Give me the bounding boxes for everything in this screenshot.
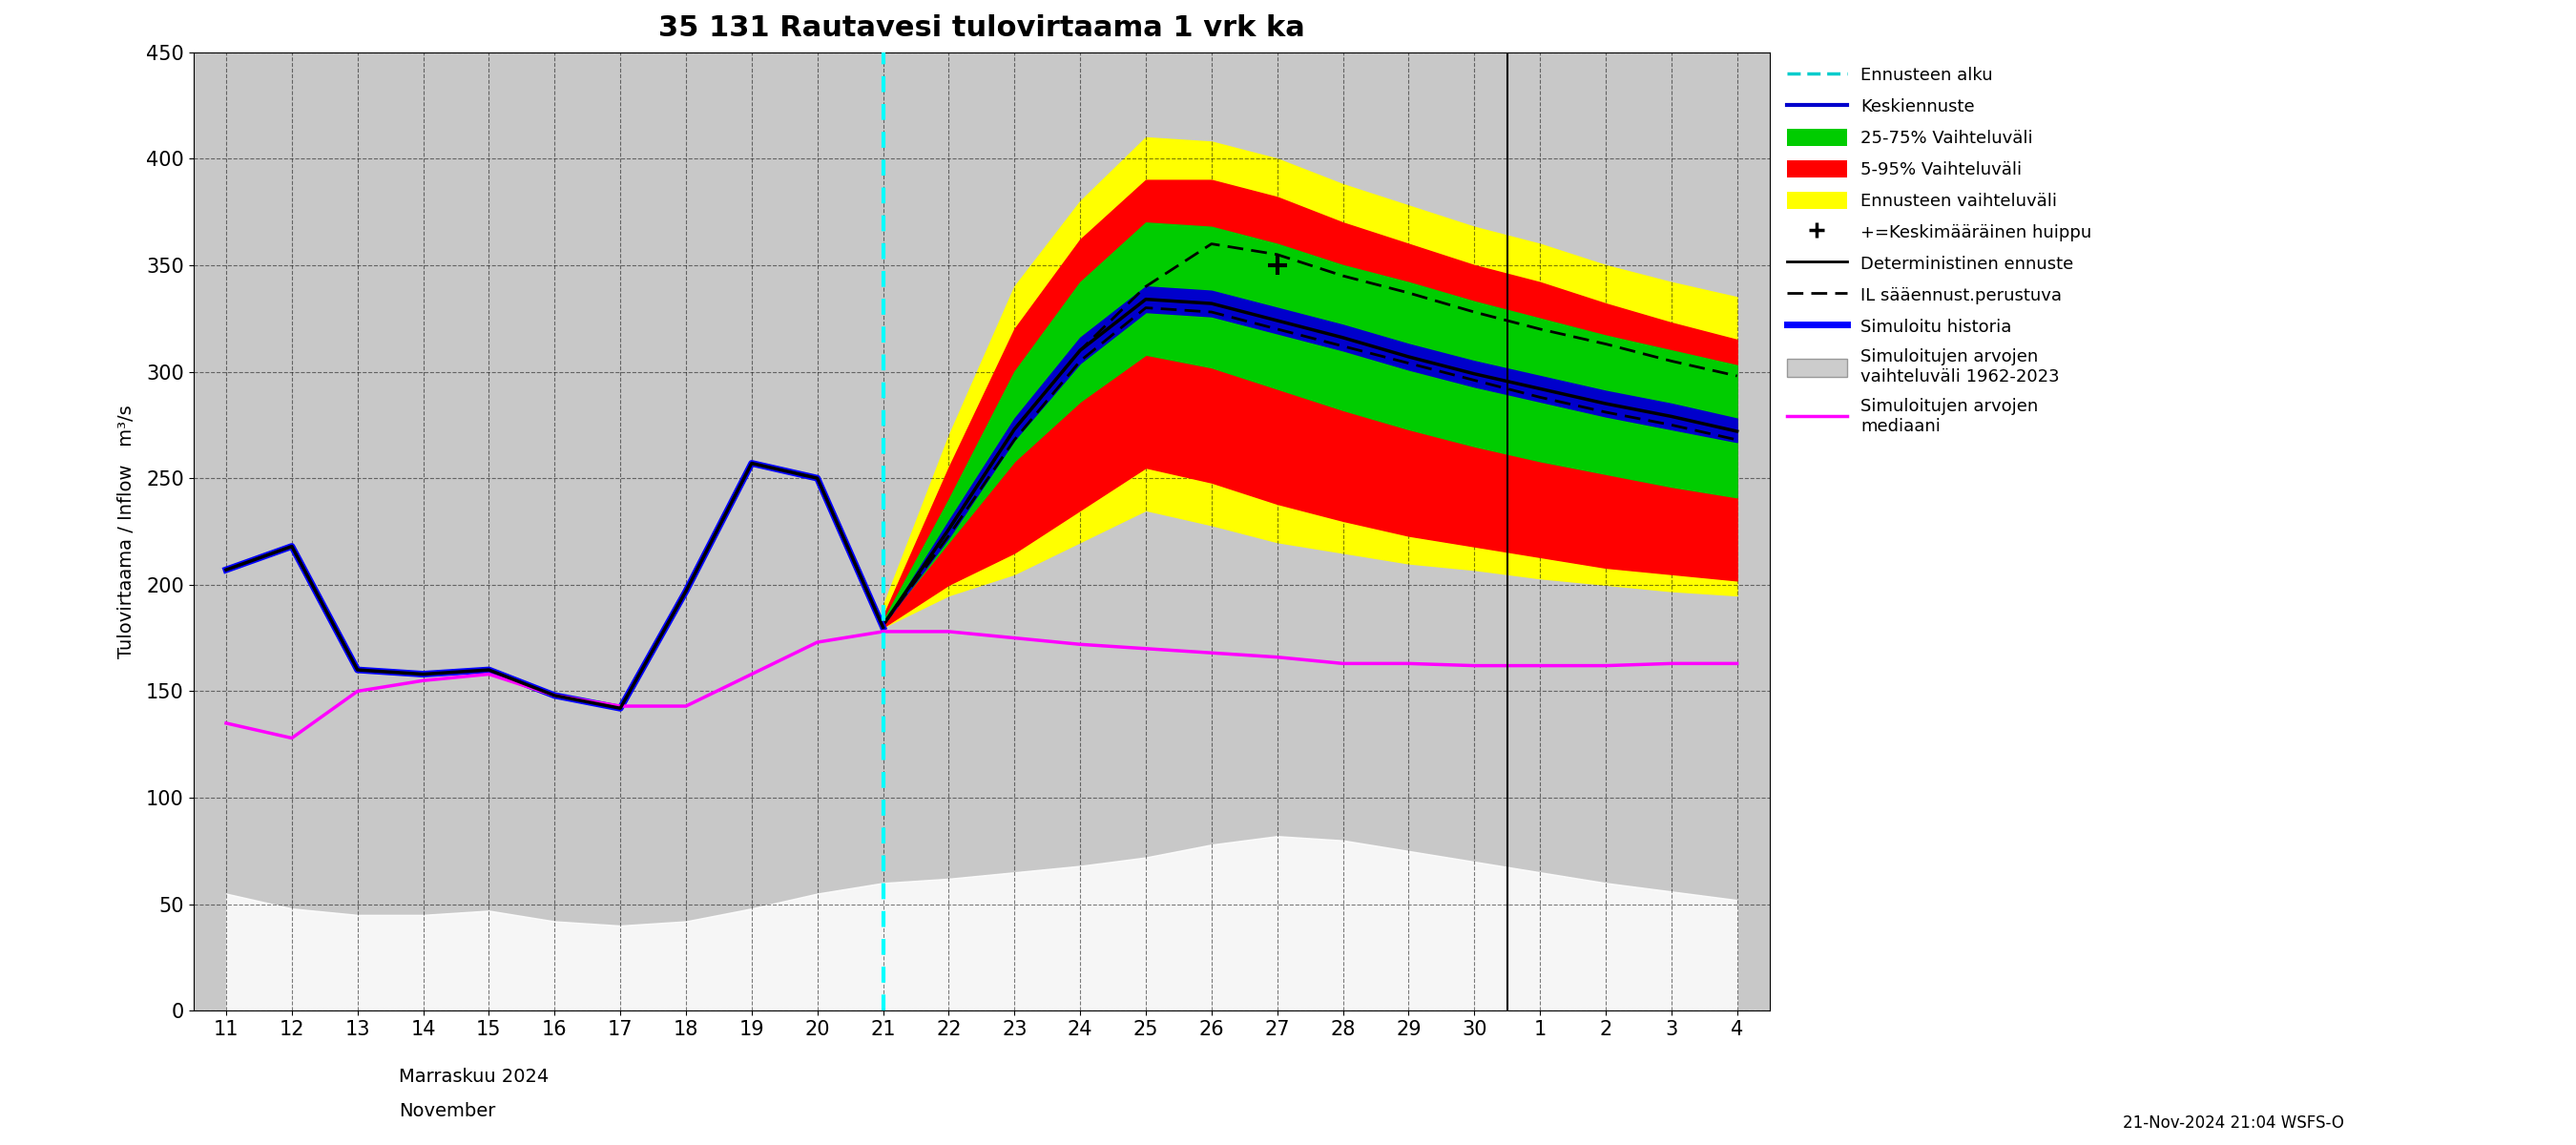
Legend: Ennusteen alku, Keskiennuste, 25-75% Vaihteluväli, 5-95% Vaihteluväli, Ennusteen: Ennusteen alku, Keskiennuste, 25-75% Vai… <box>1783 61 2097 441</box>
Text: November: November <box>399 1101 497 1120</box>
Y-axis label: Tulovirtaama / Inflow   m³/s: Tulovirtaama / Inflow m³/s <box>118 404 137 658</box>
Text: Marraskuu 2024: Marraskuu 2024 <box>399 1067 549 1085</box>
Text: 21-Nov-2024 21:04 WSFS-O: 21-Nov-2024 21:04 WSFS-O <box>2123 1114 2344 1131</box>
Title: 35 131 Rautavesi tulovirtaama 1 vrk ka: 35 131 Rautavesi tulovirtaama 1 vrk ka <box>659 14 1306 42</box>
